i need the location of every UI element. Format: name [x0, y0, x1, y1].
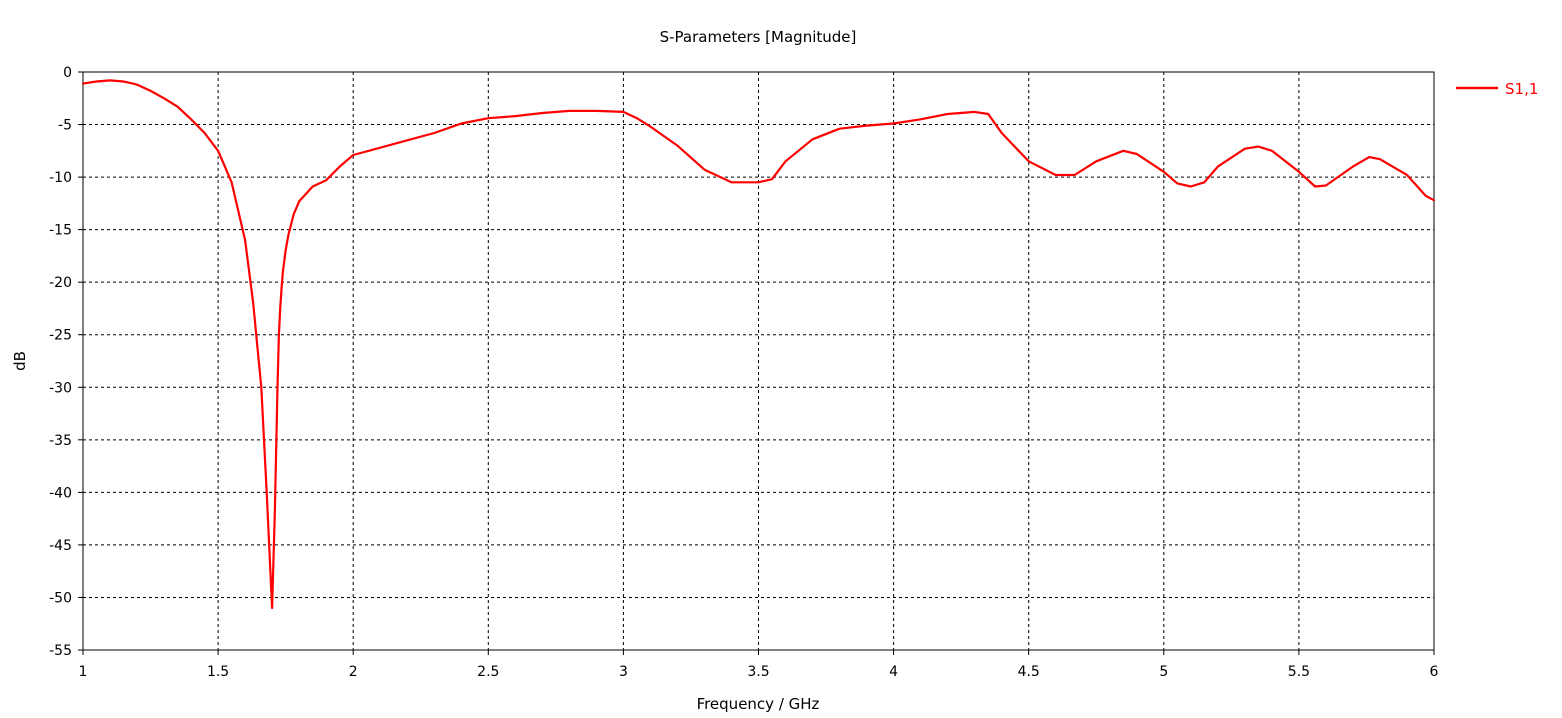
y-tick-label: -55 — [49, 643, 72, 659]
x-tick-label: 6 — [1430, 664, 1439, 680]
legend-label-s11: S1,1 — [1505, 80, 1538, 98]
x-tick-label: 4 — [889, 664, 898, 680]
x-tick-label: 1.5 — [207, 664, 229, 680]
x-tick-label: 5.5 — [1288, 664, 1310, 680]
x-axis-ticks: 1 1.5 2 2.5 3 3.5 4 4.5 5 5.5 6 — [79, 650, 1439, 680]
y-axis-label: dB — [11, 351, 29, 371]
y-tick-label: -50 — [49, 590, 72, 606]
y-axis-ticks: 0 -5 -10 -15 -20 -25 -30 -35 -40 -45 -50 -55 — [49, 65, 83, 659]
y-tick-label: 0 — [63, 65, 72, 81]
y-tick-label: -35 — [49, 433, 72, 449]
x-tick-label: 4.5 — [1018, 664, 1040, 680]
y-tick-label: -5 — [58, 118, 72, 134]
x-tick-label: 2 — [349, 664, 358, 680]
x-tick-label: 5 — [1159, 664, 1168, 680]
series-layer — [81, 79, 1436, 610]
y-tick-label: -15 — [49, 223, 72, 239]
y-tick-label: -10 — [49, 170, 72, 186]
series-line-s11 — [81, 79, 1436, 610]
chart-title: S-Parameters [Magnitude] — [660, 28, 857, 46]
x-tick-label: 3 — [619, 664, 628, 680]
legend[interactable]: S1,1 — [1456, 80, 1538, 98]
x-axis-label: Frequency / GHz — [697, 695, 820, 713]
x-tick-label: 1 — [79, 664, 88, 680]
x-tick-label: 2.5 — [477, 664, 499, 680]
y-tick-label: -45 — [49, 538, 72, 554]
y-tick-label: -25 — [49, 328, 72, 344]
y-tick-label: -40 — [49, 485, 72, 501]
y-tick-label: -20 — [49, 275, 72, 291]
x-tick-label: 3.5 — [747, 664, 769, 680]
y-tick-label: -30 — [49, 380, 72, 396]
